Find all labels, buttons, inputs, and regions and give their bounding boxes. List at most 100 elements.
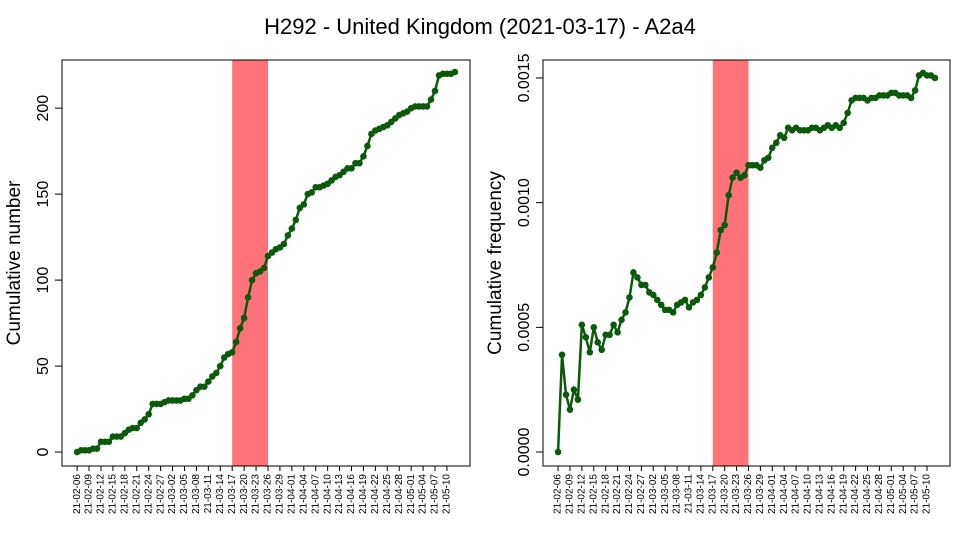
y-tick-label: 0 bbox=[35, 448, 52, 457]
y-tick-label: 0.0015 bbox=[516, 53, 533, 102]
x-tick-label: 21-04-22 bbox=[850, 474, 861, 514]
x-tick-label: 21-05-01 bbox=[886, 474, 897, 514]
x-tick-label: 21-04-19 bbox=[838, 474, 849, 514]
point bbox=[757, 164, 764, 172]
x-tick-label: 21-04-10 bbox=[803, 474, 814, 514]
point bbox=[772, 139, 780, 147]
x-tick-label: 21-04-01 bbox=[767, 474, 778, 514]
point bbox=[554, 448, 562, 456]
x-tick-label: 21-04-25 bbox=[382, 474, 393, 514]
point bbox=[574, 396, 582, 403]
x-tick-label: 21-02-27 bbox=[155, 474, 166, 514]
y-tick-label: 150 bbox=[35, 181, 52, 208]
point bbox=[907, 94, 915, 102]
x-tick-label: 21-04-10 bbox=[322, 474, 333, 514]
figure-title: H292 - United Kingdom (2021-03-17) - A2a… bbox=[264, 14, 696, 39]
point bbox=[582, 333, 590, 341]
y-tick-label: 200 bbox=[35, 95, 52, 122]
x-tick-label: 21-03-23 bbox=[731, 474, 742, 514]
x-tick-label: 21-02-18 bbox=[119, 474, 130, 514]
x-tick-label: 21-02-21 bbox=[131, 474, 142, 514]
point bbox=[236, 324, 244, 332]
point bbox=[212, 369, 220, 377]
point bbox=[931, 74, 939, 82]
point bbox=[364, 142, 371, 150]
point bbox=[240, 314, 248, 322]
point bbox=[189, 392, 196, 399]
x-tick-label: 21-04-07 bbox=[791, 474, 802, 514]
point bbox=[427, 96, 435, 103]
x-tick-label: 21-04-16 bbox=[346, 474, 357, 514]
point bbox=[232, 338, 240, 346]
point bbox=[451, 68, 459, 76]
x-tick-label: 21-04-13 bbox=[815, 474, 826, 514]
point bbox=[205, 378, 212, 385]
point bbox=[348, 165, 355, 172]
point bbox=[836, 124, 844, 132]
x-tick-label: 21-05-10 bbox=[442, 474, 453, 514]
y-tick-label: 0.0005 bbox=[516, 303, 533, 352]
x-tick-label: 21-02-12 bbox=[577, 474, 588, 514]
point bbox=[626, 294, 633, 301]
x-tick-label: 21-04-01 bbox=[286, 474, 297, 514]
highlight-band bbox=[232, 60, 268, 466]
point bbox=[562, 391, 570, 398]
point bbox=[300, 201, 308, 208]
highlight-band bbox=[712, 60, 749, 466]
point bbox=[566, 406, 574, 413]
point bbox=[228, 349, 236, 356]
x-tick-label: 21-02-12 bbox=[96, 474, 107, 514]
point bbox=[685, 304, 693, 311]
point bbox=[280, 240, 288, 248]
x-tick-label: 21-03-20 bbox=[719, 474, 730, 514]
point bbox=[288, 225, 296, 232]
y-tick-label: 50 bbox=[35, 357, 52, 375]
plot-frame bbox=[61, 59, 471, 467]
x-tick-label: 21-05-07 bbox=[430, 474, 441, 514]
point bbox=[105, 438, 113, 446]
point bbox=[765, 154, 772, 162]
point bbox=[630, 269, 637, 276]
x-tick-label: 21-03-17 bbox=[227, 474, 238, 514]
point bbox=[594, 338, 602, 346]
x-tick-label: 21-05-10 bbox=[922, 474, 933, 514]
x-tick-label: 21-04-16 bbox=[826, 474, 837, 514]
x-tick-label: 21-04-13 bbox=[334, 474, 345, 514]
x-tick-label: 21-03-02 bbox=[648, 474, 659, 514]
x-tick-label: 21-03-20 bbox=[239, 474, 250, 514]
point bbox=[911, 87, 919, 94]
x-tick-label: 21-03-26 bbox=[263, 474, 274, 514]
point bbox=[729, 174, 736, 182]
y-tick-label: 100 bbox=[35, 267, 52, 294]
x-tick-label: 21-05-07 bbox=[910, 474, 921, 514]
point bbox=[618, 316, 625, 324]
point bbox=[741, 171, 748, 179]
x-tick-label: 21-04-07 bbox=[310, 474, 321, 514]
x-tick-label: 21-02-06 bbox=[553, 474, 564, 514]
point bbox=[248, 276, 256, 284]
x-tick-label: 21-04-04 bbox=[298, 474, 309, 514]
point bbox=[840, 119, 847, 127]
x-tick-label: 21-03-11 bbox=[203, 474, 214, 514]
x-tick-label: 21-04-04 bbox=[779, 474, 790, 514]
x-tick-label: 21-03-08 bbox=[191, 474, 202, 514]
point bbox=[578, 321, 586, 329]
x-tick-label: 21-03-26 bbox=[743, 474, 754, 514]
x-tick-label: 21-02-06 bbox=[72, 474, 83, 514]
point bbox=[586, 348, 594, 356]
x-tick-label: 21-03-14 bbox=[215, 474, 226, 514]
x-tick-label: 21-03-02 bbox=[167, 474, 178, 514]
point bbox=[721, 221, 728, 229]
point bbox=[657, 301, 665, 309]
point bbox=[356, 159, 363, 167]
x-tick-label: 21-04-22 bbox=[370, 474, 381, 514]
plot-frame bbox=[542, 59, 951, 467]
point bbox=[713, 249, 721, 256]
y-tick-label: 0.0000 bbox=[516, 427, 533, 476]
x-tick-label: 21-04-28 bbox=[394, 474, 405, 514]
point bbox=[768, 144, 776, 152]
point bbox=[697, 291, 705, 299]
point bbox=[260, 264, 268, 272]
point bbox=[642, 281, 649, 289]
